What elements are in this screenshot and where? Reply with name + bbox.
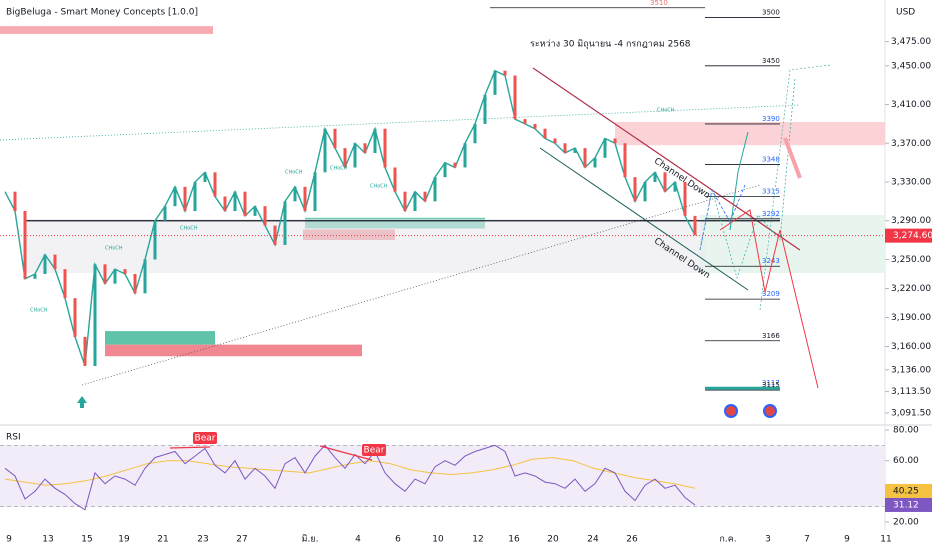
level-label: 3209: [762, 290, 780, 298]
channel-upper: [532, 67, 801, 251]
rsi-tag-label: 40.25: [893, 486, 919, 496]
projection-path: [729, 131, 749, 231]
y-tick-label: 3,113.50: [891, 387, 931, 397]
x-tick-label: 27: [236, 535, 247, 545]
choch-label: CHoCH: [105, 246, 123, 252]
currency-label: USD: [896, 8, 915, 18]
last-price-label: 3,274.60: [893, 231, 932, 241]
x-tick-label: 23: [197, 535, 208, 545]
choch-label: CHoCH: [657, 108, 675, 114]
rsi-ma-line: [4, 457, 696, 489]
price-line: [4, 69, 696, 367]
projection-path: [759, 64, 831, 311]
rsi-title: RSI: [6, 433, 21, 443]
y-tick-label: 3,330.00: [891, 178, 931, 188]
rsi-line: [4, 444, 696, 511]
y-tick-label: 3,136.00: [891, 365, 931, 375]
x-tick-label: 13: [42, 535, 53, 545]
projection-path: [699, 77, 796, 280]
level-label: 3315: [762, 188, 780, 196]
y-tick-label: 80.00: [893, 425, 919, 435]
level-label: 3166: [762, 332, 780, 340]
level-label: 3348: [762, 156, 780, 164]
projection-path: [719, 209, 819, 389]
chart-title: BigBeluga - Smart Money Concepts [1.0.0]: [6, 8, 198, 18]
x-tick-label: 6: [395, 535, 401, 545]
x-tick-label: 26: [626, 535, 638, 545]
x-tick-label: 12: [472, 535, 483, 545]
rsi-tag: [885, 497, 932, 512]
x-tick-label: 3: [765, 535, 771, 545]
choch-label: CHoCH: [30, 308, 48, 314]
zone: [615, 121, 885, 146]
x-tick-label: 15: [81, 535, 92, 545]
y-tick-label: 3,250.00: [891, 255, 931, 265]
x-tick-label: 4: [355, 535, 361, 545]
y-tick-label: 3,450.00: [891, 61, 931, 71]
level-label: 3390: [762, 115, 780, 123]
y-tick-label: 3,160.00: [891, 342, 931, 352]
x-tick-label: 10: [432, 535, 444, 545]
signal-box: [193, 432, 217, 444]
projections: [699, 64, 831, 389]
level-label: 3117: [762, 379, 780, 387]
x-tick-label: มิ.ย.: [302, 534, 319, 545]
choch-label: CHoCH: [180, 226, 198, 232]
y-tick-label: 3,290.00: [891, 216, 931, 226]
choch-label: CHoCH: [285, 170, 303, 176]
annotation: ระหว่าง 30 มิถุนายน -4 กรกฎาคม 2568: [530, 39, 691, 50]
projection-path: [783, 137, 802, 179]
divergence-line: [169, 446, 211, 449]
event-flag: [724, 404, 738, 418]
zone: [700, 214, 885, 274]
divergence-line: [319, 445, 373, 461]
level-label: 3243: [762, 257, 780, 265]
y-tick-label: 3,410.00: [891, 100, 931, 110]
level-label: 3292: [762, 210, 780, 218]
y-tick-label: 60.00: [893, 456, 919, 466]
zone: [105, 344, 362, 357]
y-tick-label: 3,370.00: [891, 139, 931, 149]
last-price-tag: [885, 228, 932, 243]
x-tick-label: 7: [804, 535, 810, 545]
event-flag: [763, 404, 777, 418]
x-tick-label: 19: [118, 535, 130, 545]
projection-path: [699, 184, 746, 251]
y-tick-label: 3,091.50: [891, 408, 931, 418]
signal-label: Bear: [364, 446, 385, 456]
y-tick-label: 3,190.00: [891, 313, 931, 323]
signal-box: [362, 444, 386, 456]
signal-label: Bear: [195, 434, 216, 444]
level-label: 3115: [762, 381, 780, 389]
level-label: 3500: [762, 8, 780, 16]
zone: [105, 331, 215, 345]
choch-label: CHoCH: [330, 166, 348, 172]
range-box: [25, 218, 705, 274]
zone: [0, 26, 213, 34]
level-label: 3510: [650, 0, 668, 7]
y-tick-label: 3,475.00: [891, 37, 931, 47]
x-tick-label: 16: [508, 535, 520, 545]
x-tick-label: ก.ค.: [719, 535, 736, 545]
x-tick-label: 11: [880, 535, 891, 545]
level-label: 3450: [762, 57, 780, 65]
x-tick-label: 24: [587, 535, 599, 545]
y-tick-label: 3,220.00: [891, 284, 931, 294]
x-tick-label: 20: [547, 535, 559, 545]
rsi-tag: [885, 483, 932, 498]
x-tick-label: 9: [844, 535, 850, 545]
x-tick-label: 9: [6, 535, 12, 545]
x-tick-label: 21: [157, 535, 168, 545]
rsi-band: [0, 445, 885, 507]
trendline: [81, 184, 761, 386]
buy-arrow: [77, 396, 87, 408]
choch-label: CHoCH: [370, 184, 388, 190]
y-tick-label: 20.00: [893, 518, 919, 528]
rsi-tag-label: 31.12: [893, 500, 919, 510]
